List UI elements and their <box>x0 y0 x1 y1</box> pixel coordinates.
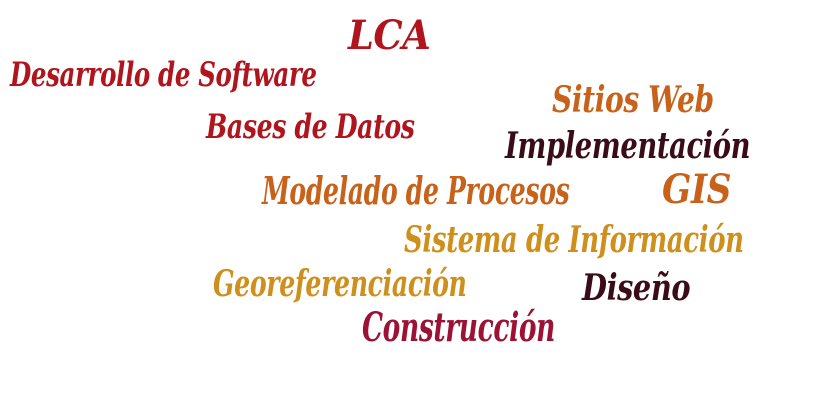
word-sistema-de-informacion: Sistema de Información <box>404 219 744 261</box>
word-lca: LCA <box>348 12 431 59</box>
word-bases-de-datos: Bases de Datos <box>206 107 415 147</box>
word-gis: GIS <box>662 166 732 213</box>
word-implementacion: Implementación <box>505 125 751 167</box>
word-sitios-web: Sitios Web <box>552 79 714 121</box>
word-construccion: Construcción <box>362 304 555 351</box>
word-georeferenciacion: Georeferenciación <box>213 263 467 305</box>
word-modelado-de-procesos: Modelado de Procesos <box>262 168 570 213</box>
word-desarrollo-de-software: Desarrollo de Software <box>10 55 317 95</box>
word-diseno: Diseño <box>582 267 691 309</box>
